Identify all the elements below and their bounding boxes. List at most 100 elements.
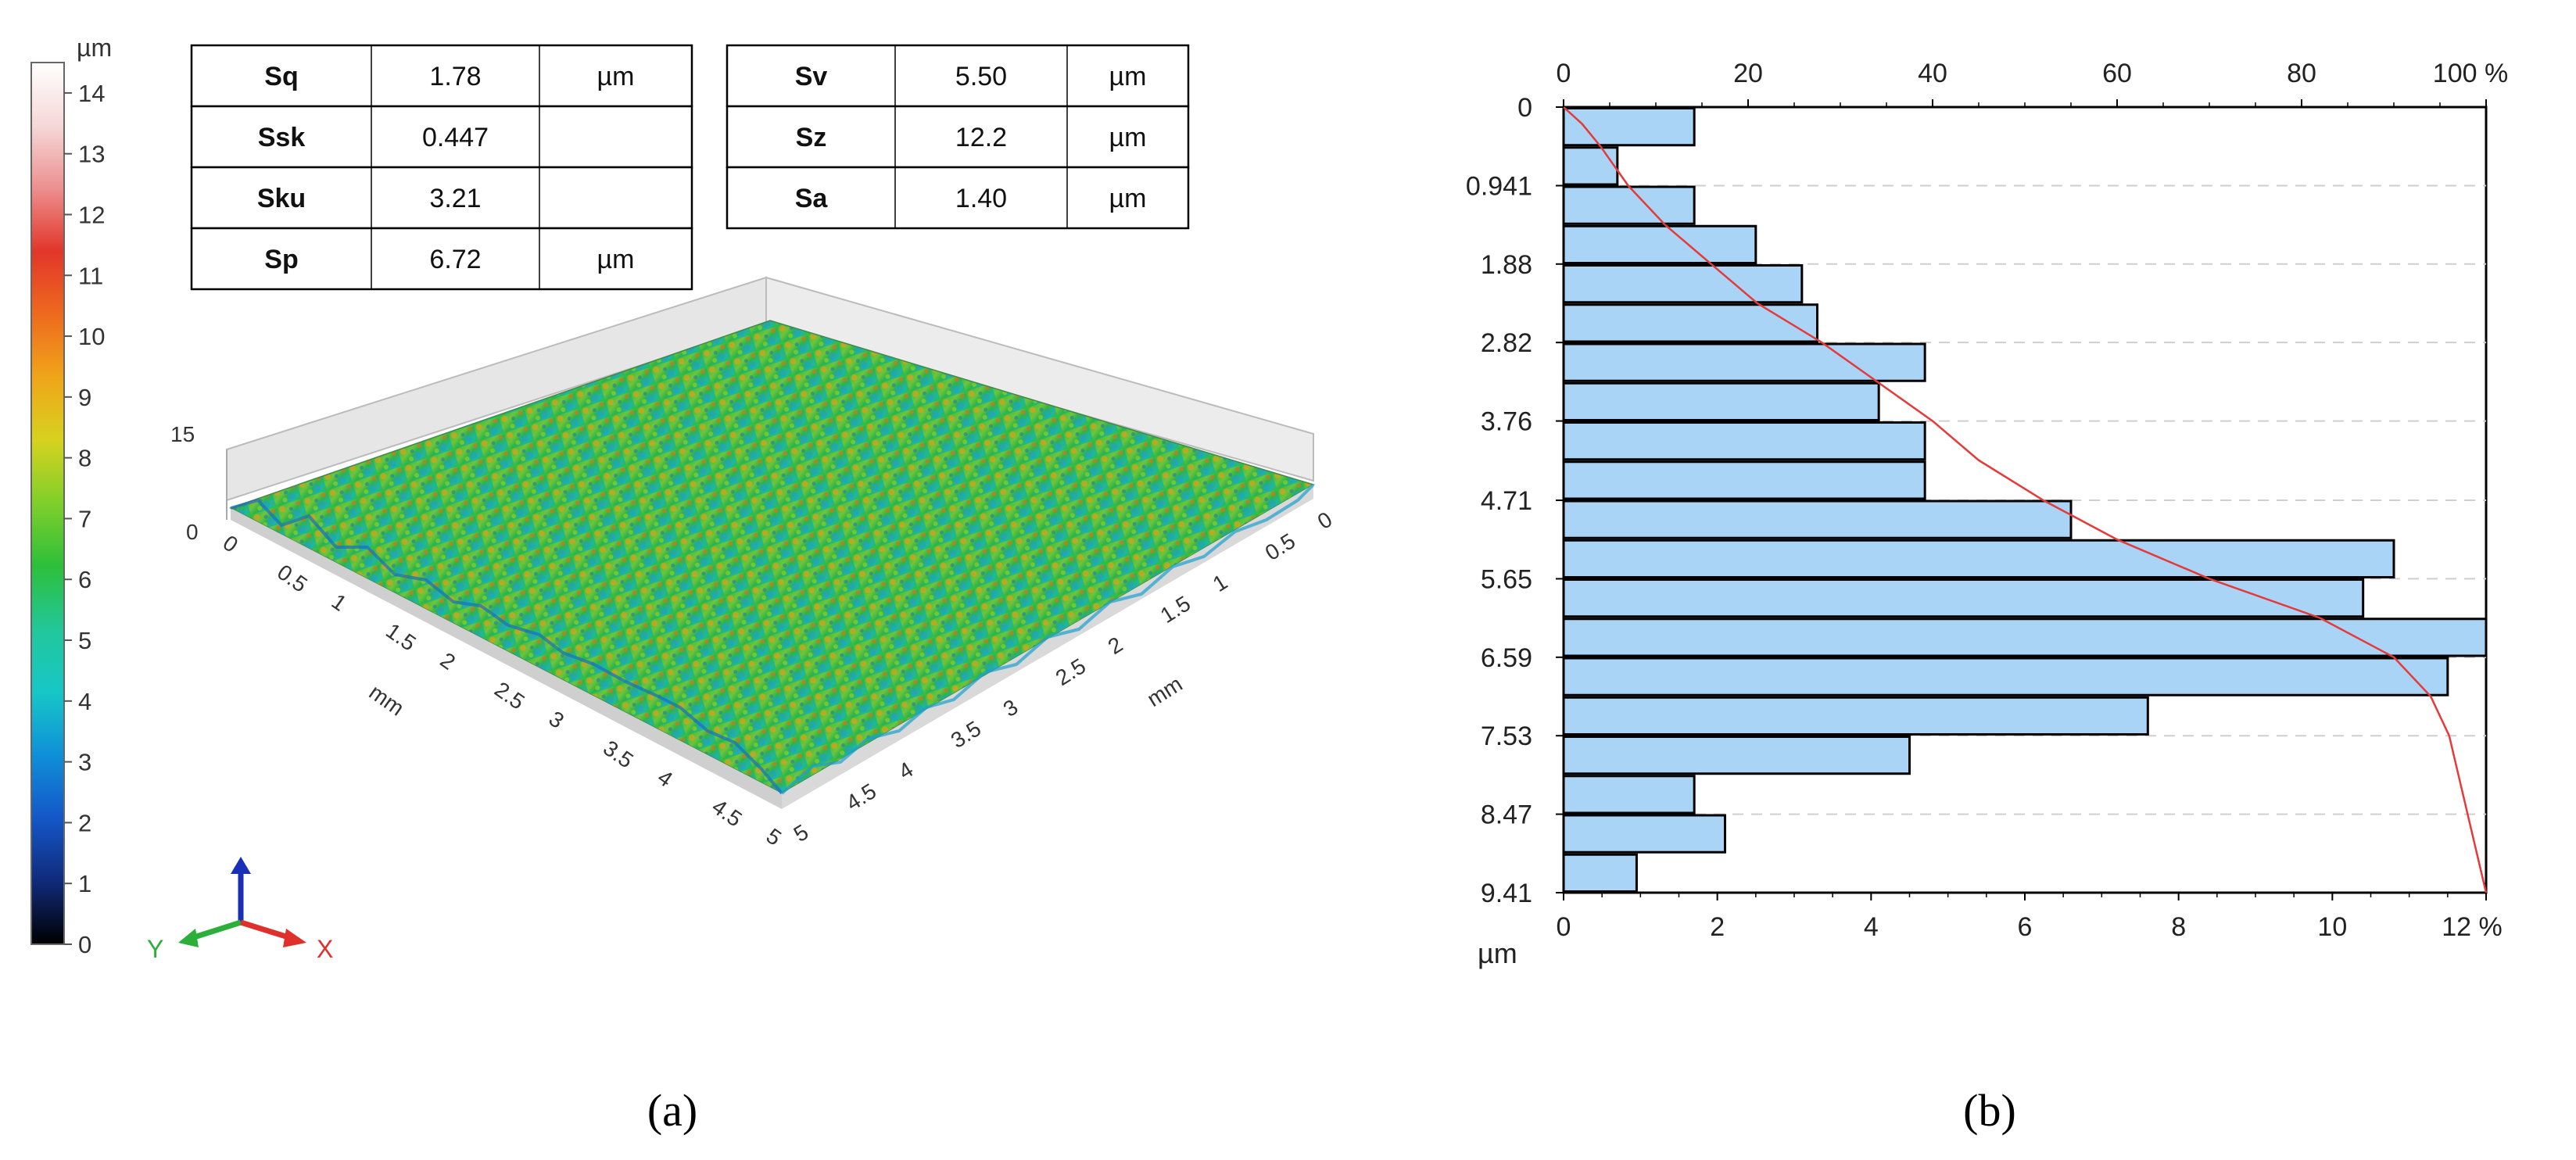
histogram-bar xyxy=(1562,224,1757,264)
caption-a: (a) xyxy=(647,1085,697,1136)
histogram-bar xyxy=(1562,578,2365,618)
y-tick-label: 9.41 xyxy=(1481,879,1532,908)
surface-x-tick: 1 xyxy=(328,589,352,616)
histogram-bottom-ticks: 0 2 4 6 8 10 12 % xyxy=(1557,893,2503,942)
surface-x-tick: 0 xyxy=(219,531,243,557)
y-tick-label: 5.65 xyxy=(1481,564,1532,594)
surface-y-tick: 1.5 xyxy=(1156,591,1195,628)
colorbar-tick-label: 0 xyxy=(78,931,91,958)
colorbar-tick-label: 10 xyxy=(78,323,105,350)
colorbar-tick-label: 4 xyxy=(78,688,91,715)
histogram-bar xyxy=(1562,775,1696,815)
stats-row xyxy=(726,166,1190,230)
cumulative-curve xyxy=(1563,106,2488,893)
stats-row xyxy=(190,166,693,230)
colorbar-tick-label: 12 xyxy=(78,201,105,228)
bottom-tick-label: 6 xyxy=(2018,912,2033,942)
surface-x-unit: mm xyxy=(365,680,409,721)
gizmo-y-label: Y xyxy=(147,935,163,963)
histogram-bar xyxy=(1562,618,2488,657)
surface-x-tick: 3 xyxy=(545,707,569,733)
bottom-tick-label: 8 xyxy=(2171,912,2186,942)
surface-x-tick: 3.5 xyxy=(599,736,638,773)
stats-value: 1.40 xyxy=(955,184,1007,213)
histogram-bar xyxy=(1562,696,2149,736)
stats-unit: µm xyxy=(1109,184,1147,213)
gizmo-y-axis xyxy=(190,919,242,941)
surface-y-tick: 0.5 xyxy=(1261,528,1299,565)
stats-value: 1.78 xyxy=(429,62,481,91)
surface-y-tick: 5 xyxy=(790,820,813,847)
stats-row xyxy=(726,105,1190,169)
surface-y-tick: 2.5 xyxy=(1052,653,1090,690)
surface-y-tick: 4 xyxy=(894,757,918,785)
histogram-y-unit: µm xyxy=(1478,937,1517,969)
top-tick-label: 60 xyxy=(2102,59,2132,88)
histogram-bar xyxy=(1562,853,1638,893)
top-tick-label: 40 xyxy=(1918,59,1947,88)
histogram-bar xyxy=(1562,185,1696,225)
stats-value: 0.447 xyxy=(422,123,489,152)
surface-front-edge-right xyxy=(780,483,1315,795)
y-tick-label: 0.941 xyxy=(1466,172,1532,202)
stats-name: Sp xyxy=(264,245,298,274)
surface-y-tick: 3.5 xyxy=(947,716,985,753)
surface-x-tick: 4.5 xyxy=(708,794,747,832)
colorbar-tick-label: 5 xyxy=(78,627,91,654)
colorbar-tick-label: 9 xyxy=(78,384,91,411)
gizmo-x-axis xyxy=(239,919,292,941)
bottom-tick-label: 12 % xyxy=(2442,912,2503,942)
stats-name: Sa xyxy=(795,184,829,213)
panel-b: 0 0.941 1.88 2.82 3.76 4.71 5.65 6.59 7.53 8.47 9.… xyxy=(1466,59,2508,1136)
stats-row xyxy=(190,227,693,291)
bottom-tick-label: 10 xyxy=(2317,912,2347,942)
histogram-bar xyxy=(1562,264,1804,304)
stats-row xyxy=(190,44,693,108)
bottom-tick-label: 4 xyxy=(1864,912,1879,942)
histogram-bar xyxy=(1562,657,2449,696)
histogram-bar xyxy=(1562,539,2395,578)
stats-name: Sz xyxy=(796,123,827,152)
y-tick-label: 6.59 xyxy=(1481,643,1532,673)
colorbar-tick-label: 2 xyxy=(78,809,91,836)
bottom-tick-label: 0 xyxy=(1557,912,1571,942)
stats-unit: µm xyxy=(597,245,635,274)
gizmo-x-arrow-icon xyxy=(283,929,306,947)
stats-row xyxy=(726,44,1190,108)
top-tick-label: 0 xyxy=(1557,59,1571,88)
y-tick-label: 7.53 xyxy=(1481,721,1532,751)
histogram-bar xyxy=(1562,814,1726,854)
gizmo-y-arrow-icon xyxy=(178,929,199,947)
y-tick-label: 8.47 xyxy=(1481,800,1532,830)
colorbar-tick-label: 8 xyxy=(78,445,91,472)
histogram-bar xyxy=(1562,381,1880,421)
histogram-bars xyxy=(1562,107,2488,893)
stats-table-left: Sq 1.78 µm Ssk 0.447 Sku 3.21 Sp 6.72 µm xyxy=(190,44,693,291)
y-tick-label: 4.71 xyxy=(1481,486,1532,516)
surface-x-tick: 5 xyxy=(762,824,786,850)
top-tick-label: 20 xyxy=(1733,59,1763,88)
stats-value: 3.21 xyxy=(429,184,481,213)
stats-unit: µm xyxy=(1109,123,1147,152)
colorbar-tick-label: 7 xyxy=(78,505,91,532)
surface-z-label-max: 15 xyxy=(170,422,195,446)
stats-unit: µm xyxy=(597,62,635,91)
colorbar-gradient xyxy=(30,62,65,945)
y-tick-label: 1.88 xyxy=(1481,250,1532,280)
surface-3d-plot: 15 0 0 0.5 1 1.5 2 2.5 3 3.5 4 4.5 5 0 0.5 1 1.5 2 2.5 3… xyxy=(170,276,1336,850)
colorbar-tick-label: 1 xyxy=(78,870,91,897)
surface-z-label-min: 0 xyxy=(186,520,199,544)
colorbar-tick-label: 3 xyxy=(78,749,91,776)
gizmo-z-arrow-icon xyxy=(231,857,251,874)
surface-y-tick: 4.5 xyxy=(842,779,880,815)
surface-y-unit: mm xyxy=(1143,671,1187,711)
gizmo-x-label: X xyxy=(317,935,333,963)
stats-row xyxy=(190,105,693,169)
colorbar-tick-label: 13 xyxy=(78,141,105,168)
stats-value: 12.2 xyxy=(955,123,1007,152)
stats-value: 6.72 xyxy=(429,245,481,274)
stats-value: 5.50 xyxy=(955,62,1007,91)
